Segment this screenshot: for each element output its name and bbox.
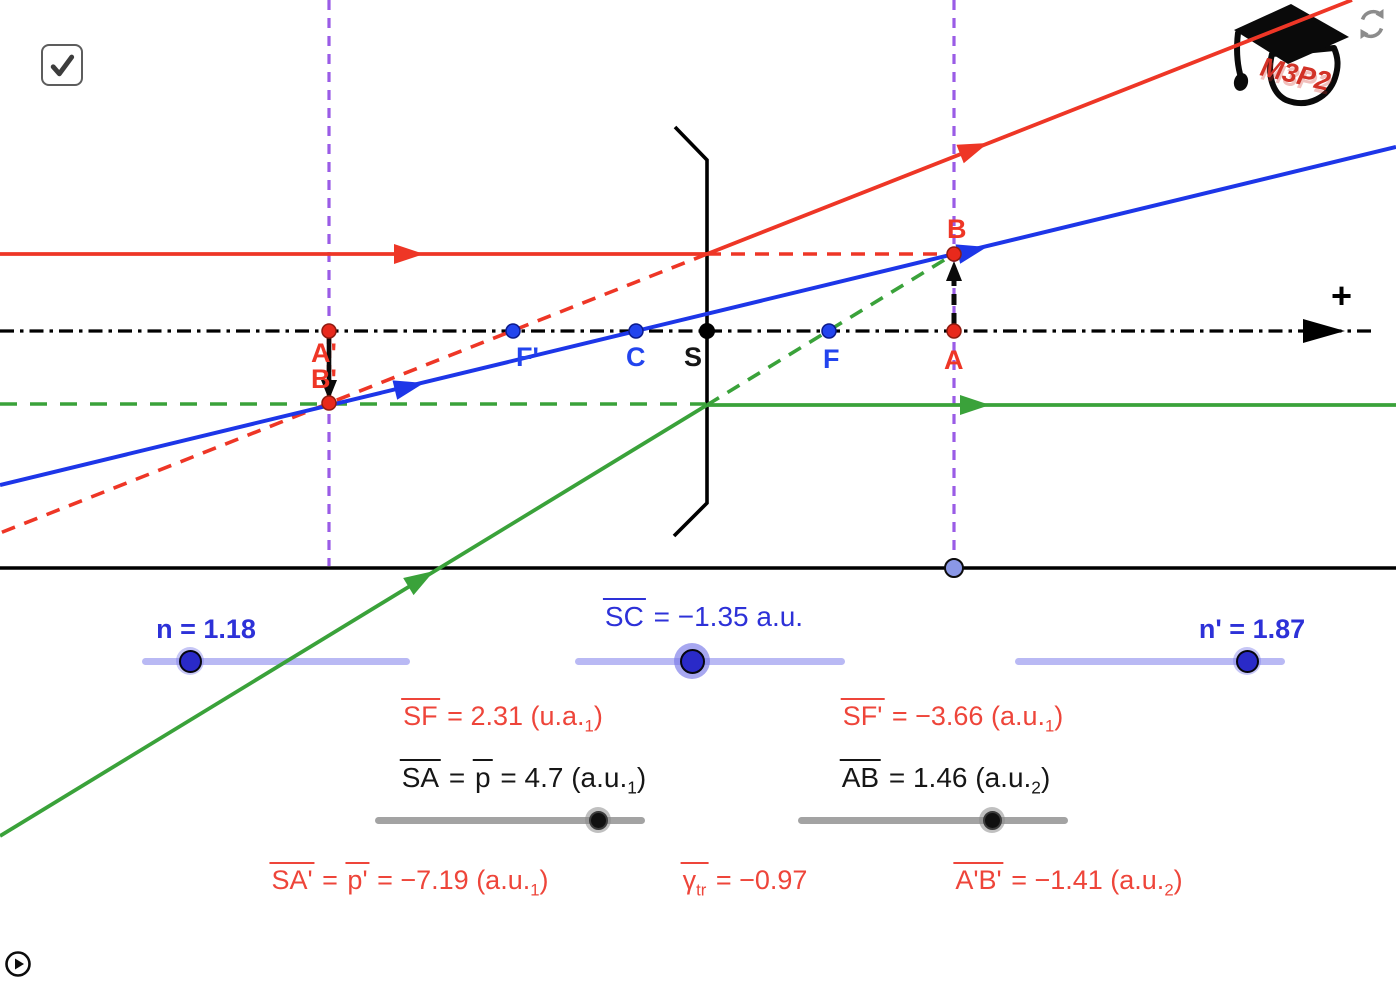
- sc-bar: SC: [602, 598, 646, 632]
- label-b-prime: B': [311, 364, 337, 394]
- point-a[interactable]: [946, 323, 962, 339]
- point-f: [821, 323, 837, 339]
- refracting-surface: [672, 125, 709, 538]
- label-s: S: [684, 342, 702, 372]
- slider-n-thumb[interactable]: [176, 647, 204, 675]
- slider-ab-label: AB = 1.46 (a.u.2): [839, 759, 1050, 799]
- label-f-prime: F': [516, 342, 539, 372]
- slider-sa-thumb[interactable]: [585, 807, 611, 833]
- point-a-prime: [321, 323, 337, 339]
- slider-nprime-track[interactable]: [1015, 658, 1285, 665]
- point-bottom-marker: [944, 558, 964, 578]
- label-a-prime: A': [311, 338, 337, 368]
- label-a: A: [944, 345, 964, 375]
- graduation-cap-icon: M3P2 M3P2: [1233, 4, 1349, 107]
- slider-sc-label: SC = −1.35 a.u.: [602, 598, 804, 633]
- slider-ab-thumb[interactable]: [979, 807, 1005, 833]
- green-ray-virtual-extension: [706, 252, 955, 407]
- point-f-prime: [505, 323, 521, 339]
- slider-nprime-thumb[interactable]: [1233, 647, 1261, 675]
- blue-ray-through-center: [0, 145, 1396, 487]
- green-ray-arrowhead-refracted: [960, 395, 990, 415]
- checkmark-icon: [50, 54, 75, 77]
- readout-ap-bp: A'B' = −1.41 (a.u.2): [953, 862, 1183, 900]
- slider-nprime-label: n' = 1.87: [1198, 614, 1306, 644]
- slider-n-label: n = 1.18: [156, 614, 256, 644]
- slider-sa-label: SA = p = 4.7 (a.u.1): [399, 759, 646, 799]
- play-button[interactable]: [4, 950, 32, 978]
- visibility-checkbox[interactable]: [41, 44, 83, 86]
- blue-ray-arrowhead-right: [955, 244, 987, 264]
- label-c: C: [626, 342, 646, 372]
- point-s: [699, 323, 715, 339]
- point-b[interactable]: [946, 246, 962, 262]
- image-arrowhead: [321, 380, 337, 400]
- play-icon: [5, 951, 31, 977]
- object-arrowhead: [946, 261, 962, 281]
- slider-ab-track[interactable]: [798, 817, 1068, 824]
- readout-sf-prime: SF' = −3.66 (a.u.1): [840, 698, 1063, 736]
- readout-gamma: γtr = −0.97: [680, 862, 807, 900]
- point-b-prime: [321, 395, 337, 411]
- blue-ray-arrowhead-left: [392, 380, 424, 400]
- readout-sa-prime: SA' = p' = −7.19 (a.u.1): [269, 862, 549, 900]
- m3p2-logo: M3P2 M3P2: [1228, 0, 1354, 114]
- green-ray-arrowhead-incident: [403, 571, 434, 596]
- sc-rest: = −1.35 a.u.: [645, 601, 804, 632]
- axis-arrowhead: [1303, 319, 1345, 343]
- readout-sf: SF = 2.31 (u.a.1): [401, 698, 603, 736]
- label-f: F: [823, 344, 840, 374]
- red-ray-backward-extension: [0, 252, 708, 535]
- red-ray-arrowhead-incident: [394, 244, 424, 264]
- refresh-arrows-icon: [1360, 9, 1384, 39]
- slider-sc-thumb[interactable]: [674, 643, 710, 679]
- reset-icon[interactable]: [1354, 6, 1390, 42]
- red-ray-arrowhead-refracted: [956, 143, 988, 164]
- label-b: B: [947, 214, 967, 244]
- point-c: [628, 323, 644, 339]
- slider-sc-track[interactable]: [575, 658, 845, 665]
- positive-direction-sign: +: [1331, 275, 1352, 316]
